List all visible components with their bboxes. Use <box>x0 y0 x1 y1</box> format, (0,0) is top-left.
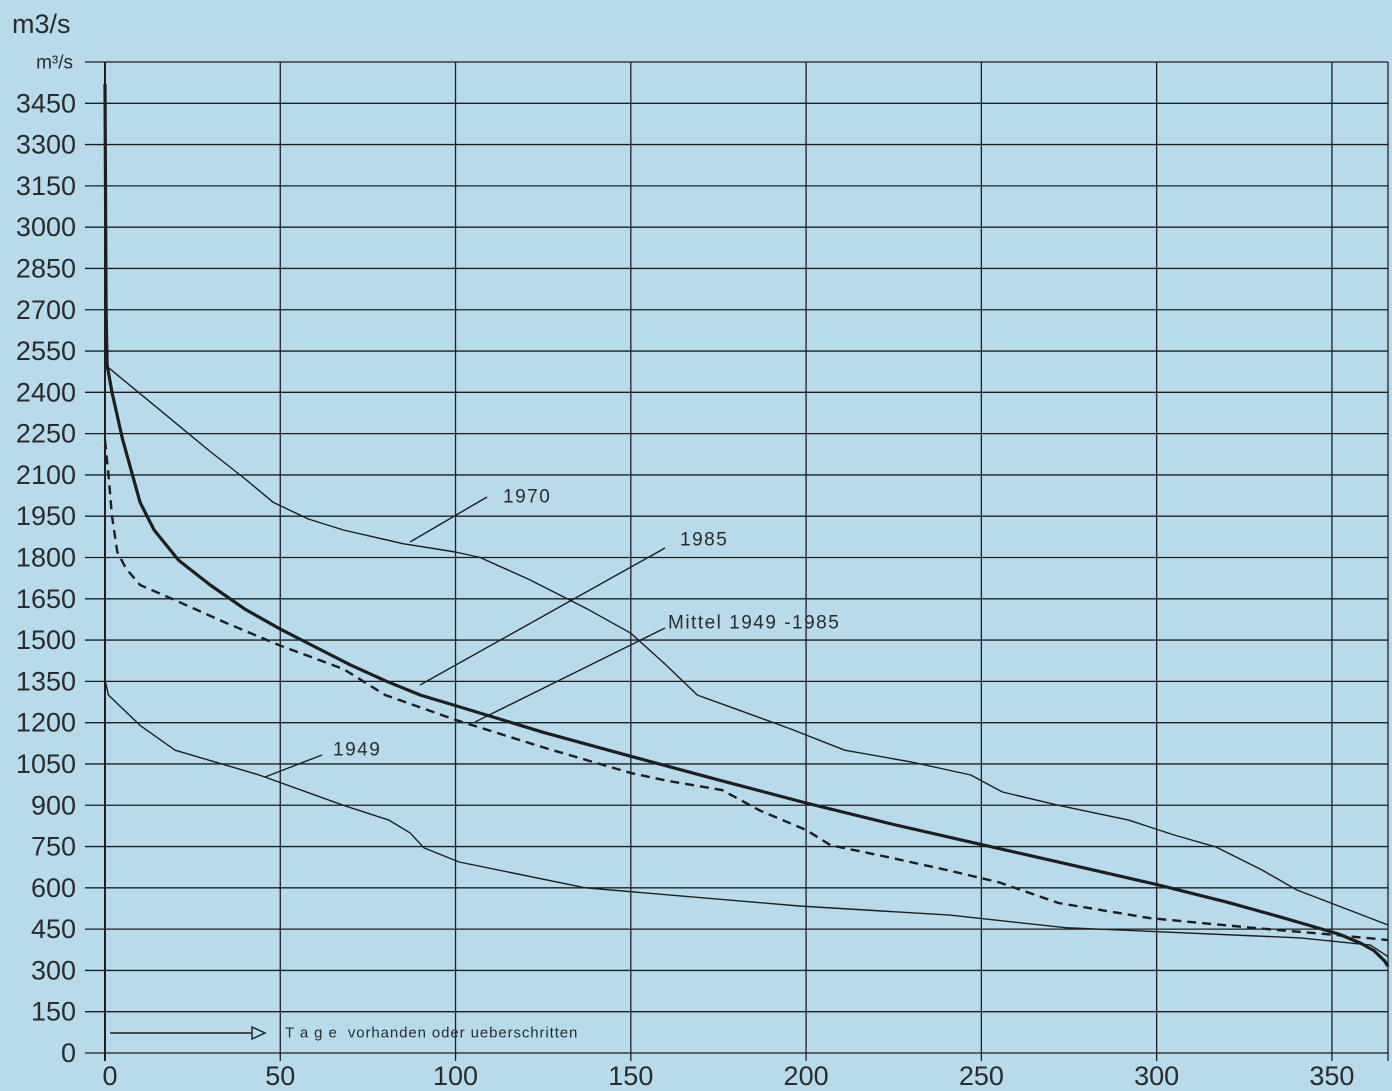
y-tick-label: 1650 <box>16 584 76 614</box>
y-tick-label: 450 <box>31 914 76 944</box>
series-line <box>103 440 1389 942</box>
y-axis-unit-label: m³/s <box>36 53 73 74</box>
y-tick-label: 1050 <box>16 749 76 779</box>
label-leader-line <box>264 754 323 778</box>
y-tick-label: 2550 <box>16 336 76 366</box>
series-line <box>103 83 1390 968</box>
y-tick-label: 900 <box>31 790 76 820</box>
x-tick-label: 150 <box>608 1061 653 1091</box>
y-tick-label: 3300 <box>16 130 76 160</box>
y-tick-label: 2400 <box>16 377 76 407</box>
series-label: 1949 <box>333 740 381 761</box>
x-axis-direction-arrow <box>110 1025 267 1041</box>
x-tick-label: 300 <box>1134 1061 1179 1091</box>
y-tick-label: 1200 <box>16 708 76 738</box>
y-tick-label: 2100 <box>16 460 76 490</box>
x-tick-label: 0 <box>102 1061 117 1091</box>
y-tick-label: 3450 <box>16 88 76 118</box>
series-line <box>104 364 1389 926</box>
arrow-head-icon <box>251 1025 267 1041</box>
annotation-group: 1970 1985 Mittel 1949 -1985 1949 <box>264 487 840 778</box>
y-tick-label: 0 <box>61 1038 76 1068</box>
y-axis-title: m3/s <box>12 9 71 39</box>
x-tick-label: 100 <box>433 1061 478 1091</box>
y-tick-label: 750 <box>31 832 76 862</box>
y-tick-label: 1950 <box>16 501 76 531</box>
x-axis-label: T a g e vorhanden oder ueberschritten <box>285 1025 578 1042</box>
label-leader-line <box>474 627 666 723</box>
y-tick-label: 150 <box>31 997 76 1027</box>
y-tick-label: 1350 <box>16 666 76 696</box>
label-leader-line <box>419 547 666 686</box>
y-tick-label: 2250 <box>16 419 76 449</box>
series-label: Mittel 1949 -1985 <box>668 613 840 634</box>
y-tick-label: 1800 <box>16 543 76 573</box>
y-tick-label: 300 <box>31 955 76 985</box>
y-tick-label: 1500 <box>16 625 76 655</box>
x-tick-label: 200 <box>784 1061 829 1091</box>
y-tick-label: 2700 <box>16 295 76 325</box>
series-label: 1985 <box>680 530 728 551</box>
series-line <box>104 679 1389 958</box>
grid: 0150300450600750900105012001350150016501… <box>16 61 1389 1091</box>
y-tick-label: 3150 <box>16 171 76 201</box>
series-group <box>103 83 1390 968</box>
x-tick-label: 350 <box>1309 1061 1354 1091</box>
y-tick-label: 600 <box>31 873 76 903</box>
series-label: 1970 <box>503 487 551 508</box>
y-tick-label: 3000 <box>16 212 76 242</box>
x-tick-label: 50 <box>265 1061 295 1091</box>
y-tick-label: 2850 <box>16 253 76 283</box>
x-tick-label: 250 <box>959 1061 1004 1091</box>
label-leader-line <box>409 496 488 543</box>
